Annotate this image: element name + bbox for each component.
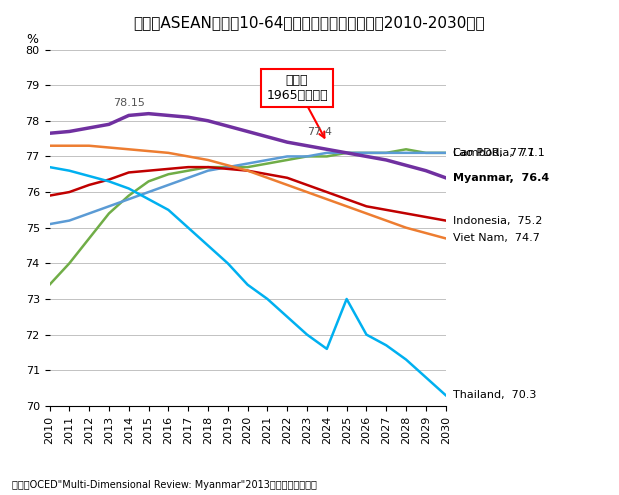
- Text: Indonesia,  75.2: Indonesia, 75.2: [452, 215, 542, 226]
- Text: Thailand,  70.3: Thailand, 70.3: [452, 390, 536, 400]
- Text: Lao PDR,  77.1: Lao PDR, 77.1: [452, 148, 534, 158]
- Text: 77.4: 77.4: [307, 127, 332, 137]
- Text: %: %: [26, 33, 38, 46]
- Text: 図１　ASEAN諸国の10-64歳人口比率の推移予測（2010-2030年）: 図１ ASEAN諸国の10-64歳人口比率の推移予測（2010-2030年）: [134, 15, 485, 30]
- Text: 出典：OCED"Multi-Dimensional Review: Myanmar"2013より大和総研作成: 出典：OCED"Multi-Dimensional Review: Myanma…: [12, 480, 318, 490]
- Text: Viet Nam,  74.7: Viet Nam, 74.7: [452, 233, 540, 244]
- Text: Myanmar,  76.4: Myanmar, 76.4: [452, 173, 549, 183]
- Text: Cambodia,  77.1: Cambodia, 77.1: [452, 148, 544, 158]
- Text: 日本の
1965年の水準: 日本の 1965年の水準: [266, 74, 328, 102]
- Text: 78.15: 78.15: [113, 99, 145, 108]
